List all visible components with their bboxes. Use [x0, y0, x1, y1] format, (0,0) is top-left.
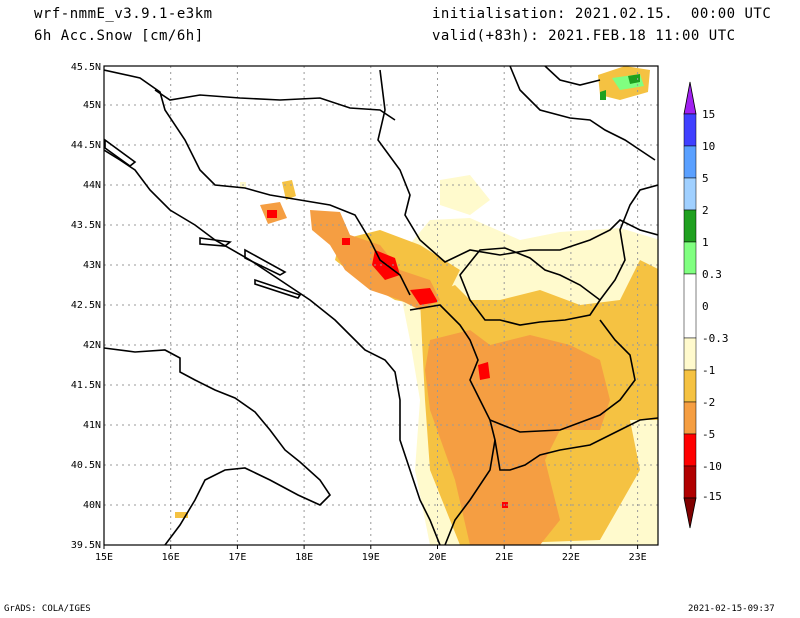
lat-label: 40.5N [71, 460, 101, 471]
map-frame [103, 65, 659, 546]
colorbar-top-arrow [683, 81, 697, 115]
colorbar-label: 2 [702, 204, 709, 217]
colorbar-label: 0.3 [702, 268, 722, 281]
lon-label: 19E [362, 552, 380, 563]
lat-label: 41N [83, 420, 101, 431]
dalmatia-coast [104, 149, 441, 545]
lat-label: 42N [83, 340, 101, 351]
lon-label: 17E [228, 552, 246, 563]
border-bulgaria [599, 184, 658, 301]
lat-label: 45.5N [71, 62, 101, 73]
lon-label: 18E [295, 552, 313, 563]
colorbar-label: -2 [702, 396, 715, 409]
border-kosovo [459, 247, 602, 326]
colorbar-label: -1 [702, 364, 715, 377]
border-greece [494, 417, 658, 471]
core-red-4 [267, 210, 277, 218]
colorbar [683, 81, 697, 529]
colorbar-swatch [683, 241, 697, 275]
init-time: initialisation: 2021.02.15. 00:00 UTC [432, 6, 772, 22]
core-red-6 [502, 502, 508, 508]
island-1 [199, 237, 232, 247]
band-light-2 [440, 175, 490, 215]
colorbar-label: -10 [702, 460, 722, 473]
colorbar-label: -15 [702, 490, 722, 503]
colorbar-swatch [683, 273, 697, 339]
field-title: 6h Acc.Snow [cm/6h] [34, 28, 204, 44]
colorbar-labels: 15 10 5 2 1 0.3 0 -0.3 -1 -2 -5 -10 -15 [702, 108, 729, 503]
lon-label: 23E [629, 552, 647, 563]
colorbar-label: 5 [702, 172, 709, 185]
lat-labels: 39.5N 40N 40.5N 41N 41.5N 42N 42.5N 43N … [71, 62, 101, 551]
italy-coast [104, 347, 332, 545]
ne-dgreen2 [600, 90, 606, 100]
lat-label: 42.5N [71, 300, 101, 311]
border-serbia [377, 69, 658, 263]
border-hr-north [154, 89, 396, 121]
lon-label: 16E [162, 552, 180, 563]
border-hungary [544, 66, 601, 86]
lon-label: 15E [95, 552, 113, 563]
lon-label: 21E [495, 552, 513, 563]
lon-labels: 15E 16E 17E 18E 19E 20E 21E 22E 23E [95, 552, 647, 563]
colorbar-label: -0.3 [702, 332, 729, 345]
colorbar-swatch [683, 465, 697, 499]
lat-label: 44.5N [71, 140, 101, 151]
border-romania [509, 66, 656, 161]
colorbar-swatch [683, 209, 697, 243]
island-4 [104, 138, 137, 168]
ne-dgreen [628, 74, 640, 84]
core-red-2 [410, 288, 438, 305]
colorbar-swatch [683, 113, 697, 147]
lat-label: 45N [83, 100, 101, 111]
colorbar-bottom-arrow [683, 497, 697, 529]
island-3 [254, 278, 302, 299]
colorbar-swatch [683, 433, 697, 467]
footer-grads: GrADS: COLA/IGES [4, 604, 91, 614]
coastlines [104, 66, 658, 545]
island-2 [244, 248, 287, 276]
tick-marks [103, 545, 639, 549]
border-nmk [489, 319, 636, 433]
lat-label: 39.5N [71, 540, 101, 551]
lat-label: 41.5N [71, 380, 101, 391]
model-title: wrf-nmmE_v3.9.1-e3km [34, 6, 213, 22]
colorbar-swatch [683, 401, 697, 435]
colorbar-swatch [683, 369, 697, 403]
footer-timestamp: 2021-02-15-09:37 [688, 604, 775, 614]
lat-label: 43N [83, 260, 101, 271]
colorbar-label: -5 [702, 428, 715, 441]
graticule [104, 66, 658, 545]
lon-label: 20E [428, 552, 446, 563]
colorbar-label: 10 [702, 140, 715, 153]
colorbar-label: 15 [702, 108, 715, 121]
colorbar-label: 1 [702, 236, 709, 249]
lat-label: 44N [83, 180, 101, 191]
core-red-3 [478, 362, 490, 380]
lat-label: 40N [83, 500, 101, 511]
colorbar-label: 0 [702, 300, 709, 313]
core-red-5 [342, 238, 350, 245]
valid-time: valid(+83h): 2021.FEB.18 11:00 UTC [432, 28, 736, 44]
lon-label: 22E [562, 552, 580, 563]
lat-label: 43.5N [71, 220, 101, 231]
colorbar-swatch [683, 145, 697, 179]
colorbar-swatch [683, 337, 697, 371]
border-bih [104, 69, 411, 296]
border-albania [409, 304, 496, 545]
colorbar-swatch [683, 177, 697, 211]
